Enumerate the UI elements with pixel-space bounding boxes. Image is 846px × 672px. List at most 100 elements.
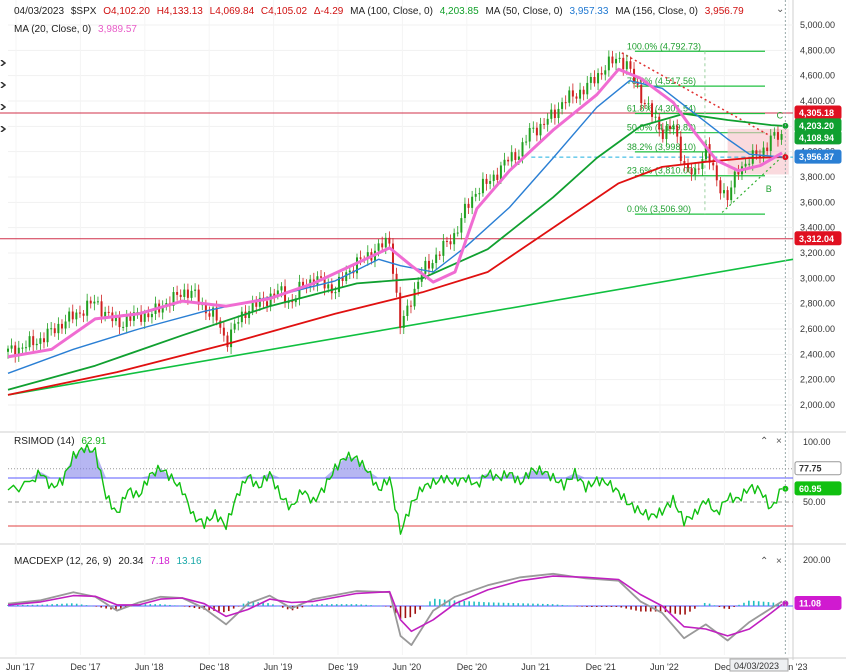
candle-body xyxy=(499,165,502,180)
macd-histogram-bar xyxy=(365,604,367,606)
candle-body xyxy=(456,232,459,234)
candle-body xyxy=(53,328,56,334)
candle-body xyxy=(658,116,661,130)
macd-histogram-bar xyxy=(488,602,490,606)
macd-histogram-bar xyxy=(576,606,578,607)
legend-ma20-label: MA (20, Close, 0) xyxy=(14,24,92,35)
macd-histogram-bar xyxy=(473,601,475,606)
candle-body xyxy=(132,312,135,321)
ma156-line xyxy=(7,156,783,396)
rsi-legend-value: 62.91 xyxy=(81,436,107,447)
macd-histogram-bar xyxy=(694,606,696,609)
macd-histogram-bar xyxy=(527,603,529,606)
macd-histogram-bar xyxy=(478,601,480,606)
macd-histogram-bar xyxy=(424,605,426,607)
macd-histogram-bar xyxy=(36,604,39,606)
candle-body xyxy=(715,165,718,181)
macd-histogram-bar xyxy=(272,604,274,606)
x-tick: Jun '21 xyxy=(521,662,550,672)
macd-histogram-bar xyxy=(80,604,83,606)
candle-body xyxy=(647,103,650,105)
candle-body xyxy=(744,163,747,167)
x-tick: Jun '23 xyxy=(779,662,808,672)
candle-body xyxy=(86,300,89,316)
candle-body xyxy=(104,311,107,317)
macd-histogram-bar xyxy=(286,606,289,610)
macd-histogram-bar xyxy=(625,606,627,609)
price-y-tick: 5,000.00 xyxy=(800,20,835,30)
fib-level-label: 0.0% (3,506.90) xyxy=(627,204,691,214)
macd-histogram-bar xyxy=(7,605,9,606)
rsi-pane-close-icon[interactable]: × xyxy=(776,436,782,447)
candle-body xyxy=(334,292,337,294)
macd-pane-close-icon[interactable]: × xyxy=(776,556,782,567)
candle-body xyxy=(384,237,387,248)
macd-histogram-bar xyxy=(120,606,122,610)
chevron-right-icon[interactable] xyxy=(0,126,6,132)
price-y-tick: 3,800.00 xyxy=(800,172,835,182)
macd-histogram-bar xyxy=(281,606,284,608)
macd-legend-signal: 7.18 xyxy=(150,556,170,567)
macd-line xyxy=(7,572,783,646)
price-y-tick: 2,800.00 xyxy=(800,299,835,309)
candle-body xyxy=(161,307,164,313)
rsi-right-label-bg xyxy=(794,481,842,496)
macd-y-tick: 200.00 xyxy=(803,555,831,565)
macd-histogram-bar xyxy=(537,603,539,606)
candle-body xyxy=(190,290,193,298)
candle-body xyxy=(409,305,412,307)
candle-body xyxy=(615,58,618,64)
candle-body xyxy=(17,347,20,357)
candle-body xyxy=(758,155,761,158)
candle-body xyxy=(600,73,603,75)
chevron-right-icon[interactable] xyxy=(0,60,6,66)
macd-histogram-bar xyxy=(512,603,515,606)
macd-histogram-bar xyxy=(213,606,215,611)
legend-ma156-label: MA (156, Close, 0) xyxy=(615,6,699,17)
macd-pane-up-icon[interactable]: ⌃ xyxy=(760,556,769,567)
candle-body xyxy=(427,260,430,269)
macd-histogram-bar xyxy=(277,606,279,607)
candle-body xyxy=(140,312,143,322)
candle-body xyxy=(75,312,78,320)
chevron-right-icon[interactable] xyxy=(0,82,6,88)
macd-histogram-bar xyxy=(649,606,652,612)
candle-body xyxy=(571,90,574,97)
candle-body xyxy=(406,305,409,316)
candle-body xyxy=(435,254,438,264)
macd-histogram-bar xyxy=(335,604,338,606)
candle-body xyxy=(413,288,416,307)
candle-body xyxy=(564,102,567,104)
price-y-tick: 3,000.00 xyxy=(800,273,835,283)
candle-body xyxy=(730,187,733,201)
candle-body xyxy=(391,243,394,274)
price-right-label-group: 4,203.20 xyxy=(794,118,842,133)
candle-body xyxy=(107,311,110,313)
candle-body xyxy=(320,276,323,278)
candle-body xyxy=(276,290,279,297)
crosshair-date-bg xyxy=(729,658,789,672)
macd-histogram-bar xyxy=(502,602,505,606)
macd-histogram-bar xyxy=(684,606,686,615)
macd-histogram-bar xyxy=(448,600,451,606)
macd-histogram-bar xyxy=(90,605,93,607)
macd-histogram-bar xyxy=(350,604,353,606)
x-tick: Dec '17 xyxy=(70,662,100,672)
macd-signal-line xyxy=(7,575,783,637)
candle-body xyxy=(129,316,132,321)
price-pane-collapse-icon[interactable]: ⌄ xyxy=(776,4,785,15)
rsi-pane-up-icon[interactable]: ⌃ xyxy=(760,436,769,447)
macd-histogram-bar xyxy=(772,602,775,606)
candle-body xyxy=(28,336,31,348)
legend-ma50-value: 3,957.33 xyxy=(569,6,609,17)
macd-histogram-bar xyxy=(85,605,88,606)
candle-body xyxy=(625,61,628,70)
candle-body xyxy=(78,312,81,314)
candle-body xyxy=(237,322,240,324)
candle-body xyxy=(643,103,646,105)
chevron-right-icon[interactable] xyxy=(0,104,6,110)
macd-legend-macd: 20.34 xyxy=(118,556,144,567)
candle-body xyxy=(776,132,779,140)
legend-ma50-label: MA (50, Close, 0) xyxy=(485,6,563,17)
